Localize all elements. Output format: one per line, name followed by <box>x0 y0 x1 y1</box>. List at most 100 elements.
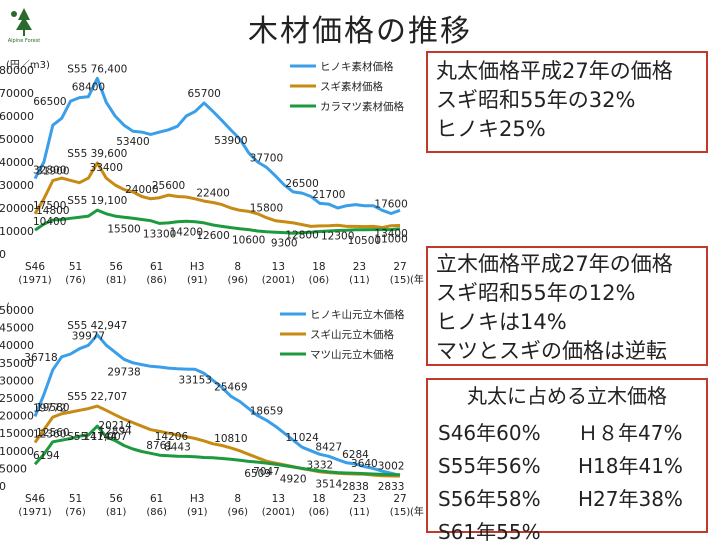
x-tick-label: H3 <box>190 261 205 273</box>
data-label: 33400 <box>90 162 123 174</box>
x-tick-sublabel: (15) <box>390 275 411 286</box>
legend-label: ヒノキ素材価格 <box>320 60 394 73</box>
x-tick-label: 61 <box>150 261 163 273</box>
x-tick-sublabel: (81) <box>106 507 127 518</box>
data-label: 10500 <box>348 235 381 247</box>
data-label: 8443 <box>164 441 191 453</box>
data-label: 31900 <box>36 166 69 178</box>
data-label: 25600 <box>152 180 185 192</box>
data-label: 3640 <box>351 458 378 470</box>
data-label: 8761 <box>146 440 173 452</box>
data-label: 22400 <box>196 187 229 199</box>
note-line: 立木価格平成27年の価格 <box>436 252 673 276</box>
data-label: 33153 <box>179 374 212 386</box>
data-label: 65700 <box>187 88 220 100</box>
logo-icon: Alpine Forest <box>8 8 40 44</box>
x-tick-sublabel: (96) <box>228 507 249 518</box>
y-tick-label: 20000 <box>0 410 34 423</box>
y-tick-label: 50000 <box>0 304 34 317</box>
x-tick-label: 13 <box>272 261 285 273</box>
x-tick-sublabel: (91) <box>187 275 208 286</box>
y-tick-label: 30000 <box>0 374 34 387</box>
data-label: 12800 <box>285 230 318 242</box>
data-label: 11000 <box>374 234 407 246</box>
x-tick-label: 23 <box>353 261 366 273</box>
data-label: 12300 <box>321 231 354 243</box>
data-label: 53900 <box>214 135 247 147</box>
data-label: S55 17,007 <box>67 431 127 443</box>
x-tick-sublabel: (1971) <box>18 507 51 518</box>
x-tick-sublabel: (76) <box>65 507 86 518</box>
x-tick-label: 23 <box>353 493 366 505</box>
x-tick-sublabel: (86) <box>146 275 167 286</box>
data-label: 25469 <box>214 381 247 393</box>
data-label: 9300 <box>271 238 298 250</box>
ratio-cell: S61年55% <box>438 520 541 544</box>
y-tick-label: 10000 <box>0 225 34 238</box>
y-tick-label: 10000 <box>0 445 34 458</box>
legend-label: カラマツ素材価格 <box>320 100 404 113</box>
data-label: 10400 <box>33 216 66 228</box>
data-label: 6284 <box>342 449 369 461</box>
ratio-cell: H27年38% <box>578 487 683 511</box>
x-tick-sublabel: (06) <box>309 275 330 286</box>
y-tick-label: 25000 <box>0 392 34 405</box>
data-label: 14144 <box>84 431 118 443</box>
ratio-cell: Ｈ８年47% <box>578 421 683 445</box>
y-tick-label: 50000 <box>0 133 34 146</box>
data-label: 6194 <box>33 450 60 462</box>
series-line <box>33 424 401 477</box>
data-label: 11024 <box>285 432 319 444</box>
x-tick-label: 27 <box>393 493 406 505</box>
data-label: 3514 <box>315 479 342 491</box>
legend-label: スギ山元立木価格 <box>310 328 394 341</box>
x-tick-label: S46 <box>25 493 45 505</box>
note-line: スギ昭和55年の12% <box>436 281 636 305</box>
ratio-cell: S56年58% <box>438 487 541 511</box>
data-label: 39977 <box>72 330 105 342</box>
data-label: 4920 <box>280 474 307 486</box>
x-tick-sublabel: (11) <box>349 275 370 286</box>
data-label: 17600 <box>374 199 407 211</box>
data-label: 10600 <box>232 235 265 247</box>
x-tick-label: 56 <box>109 261 123 273</box>
data-label: 7047 <box>253 466 280 478</box>
note-line: ヒノキ25% <box>436 117 546 141</box>
log-price-chart: (円／m3) 0 10000 20000 30000 40000 50000 60000 700… <box>0 59 424 286</box>
ratio-table: S46年60% Ｈ８年47% S55年56% H18年41% S56年58% H… <box>438 417 696 545</box>
x-tick-sublabel: (06) <box>309 507 330 518</box>
x-tick-label: 18 <box>312 493 325 505</box>
data-label: 29738 <box>107 366 140 378</box>
x-tick-label: 18 <box>312 261 325 273</box>
data-label: 66500 <box>33 96 66 108</box>
note-line: 丸太価格平成27年の価格 <box>436 59 673 83</box>
ratio-cell <box>578 516 708 545</box>
y-tick-label: 35000 <box>0 357 34 370</box>
series-line <box>34 208 401 235</box>
y-tick-label: 80000 <box>0 64 34 77</box>
data-label: 37700 <box>250 152 283 164</box>
y-tick-label: 30000 <box>0 179 34 192</box>
legend-label: スギ素材価格 <box>320 80 383 93</box>
note-line: スギ昭和55年の32% <box>436 88 636 112</box>
note-line: ヒノキは14% <box>436 310 567 334</box>
data-label: 3002 <box>378 460 405 472</box>
note-box-ratio: 丸太に占める立木価格 S46年60% Ｈ８年47% S55年56% H18年41… <box>426 378 708 544</box>
data-label: 24000 <box>125 184 158 196</box>
data-label: 12360 <box>33 428 66 440</box>
data-label: S55 42,947 <box>67 320 127 332</box>
data-label: 53400 <box>116 136 149 148</box>
series-line <box>33 161 401 230</box>
x-unit-label: (年 <box>410 505 424 518</box>
x-tick-sublabel: (2001) <box>262 275 295 286</box>
data-label: 19580 <box>36 402 69 414</box>
data-label: 13400 <box>374 228 407 240</box>
x-tick-label: 61 <box>150 493 163 505</box>
x-tick-sublabel: (81) <box>106 275 127 286</box>
page-title: 木材価格の推移 <box>248 14 472 49</box>
y-tick-label: 5000 <box>0 462 27 475</box>
x-tick-sublabel: (2001) <box>262 507 295 518</box>
x-tick-sublabel: (96) <box>228 275 249 286</box>
data-label: 17500 <box>33 200 66 212</box>
legend-label: マツ山元立木価格 <box>310 348 394 361</box>
